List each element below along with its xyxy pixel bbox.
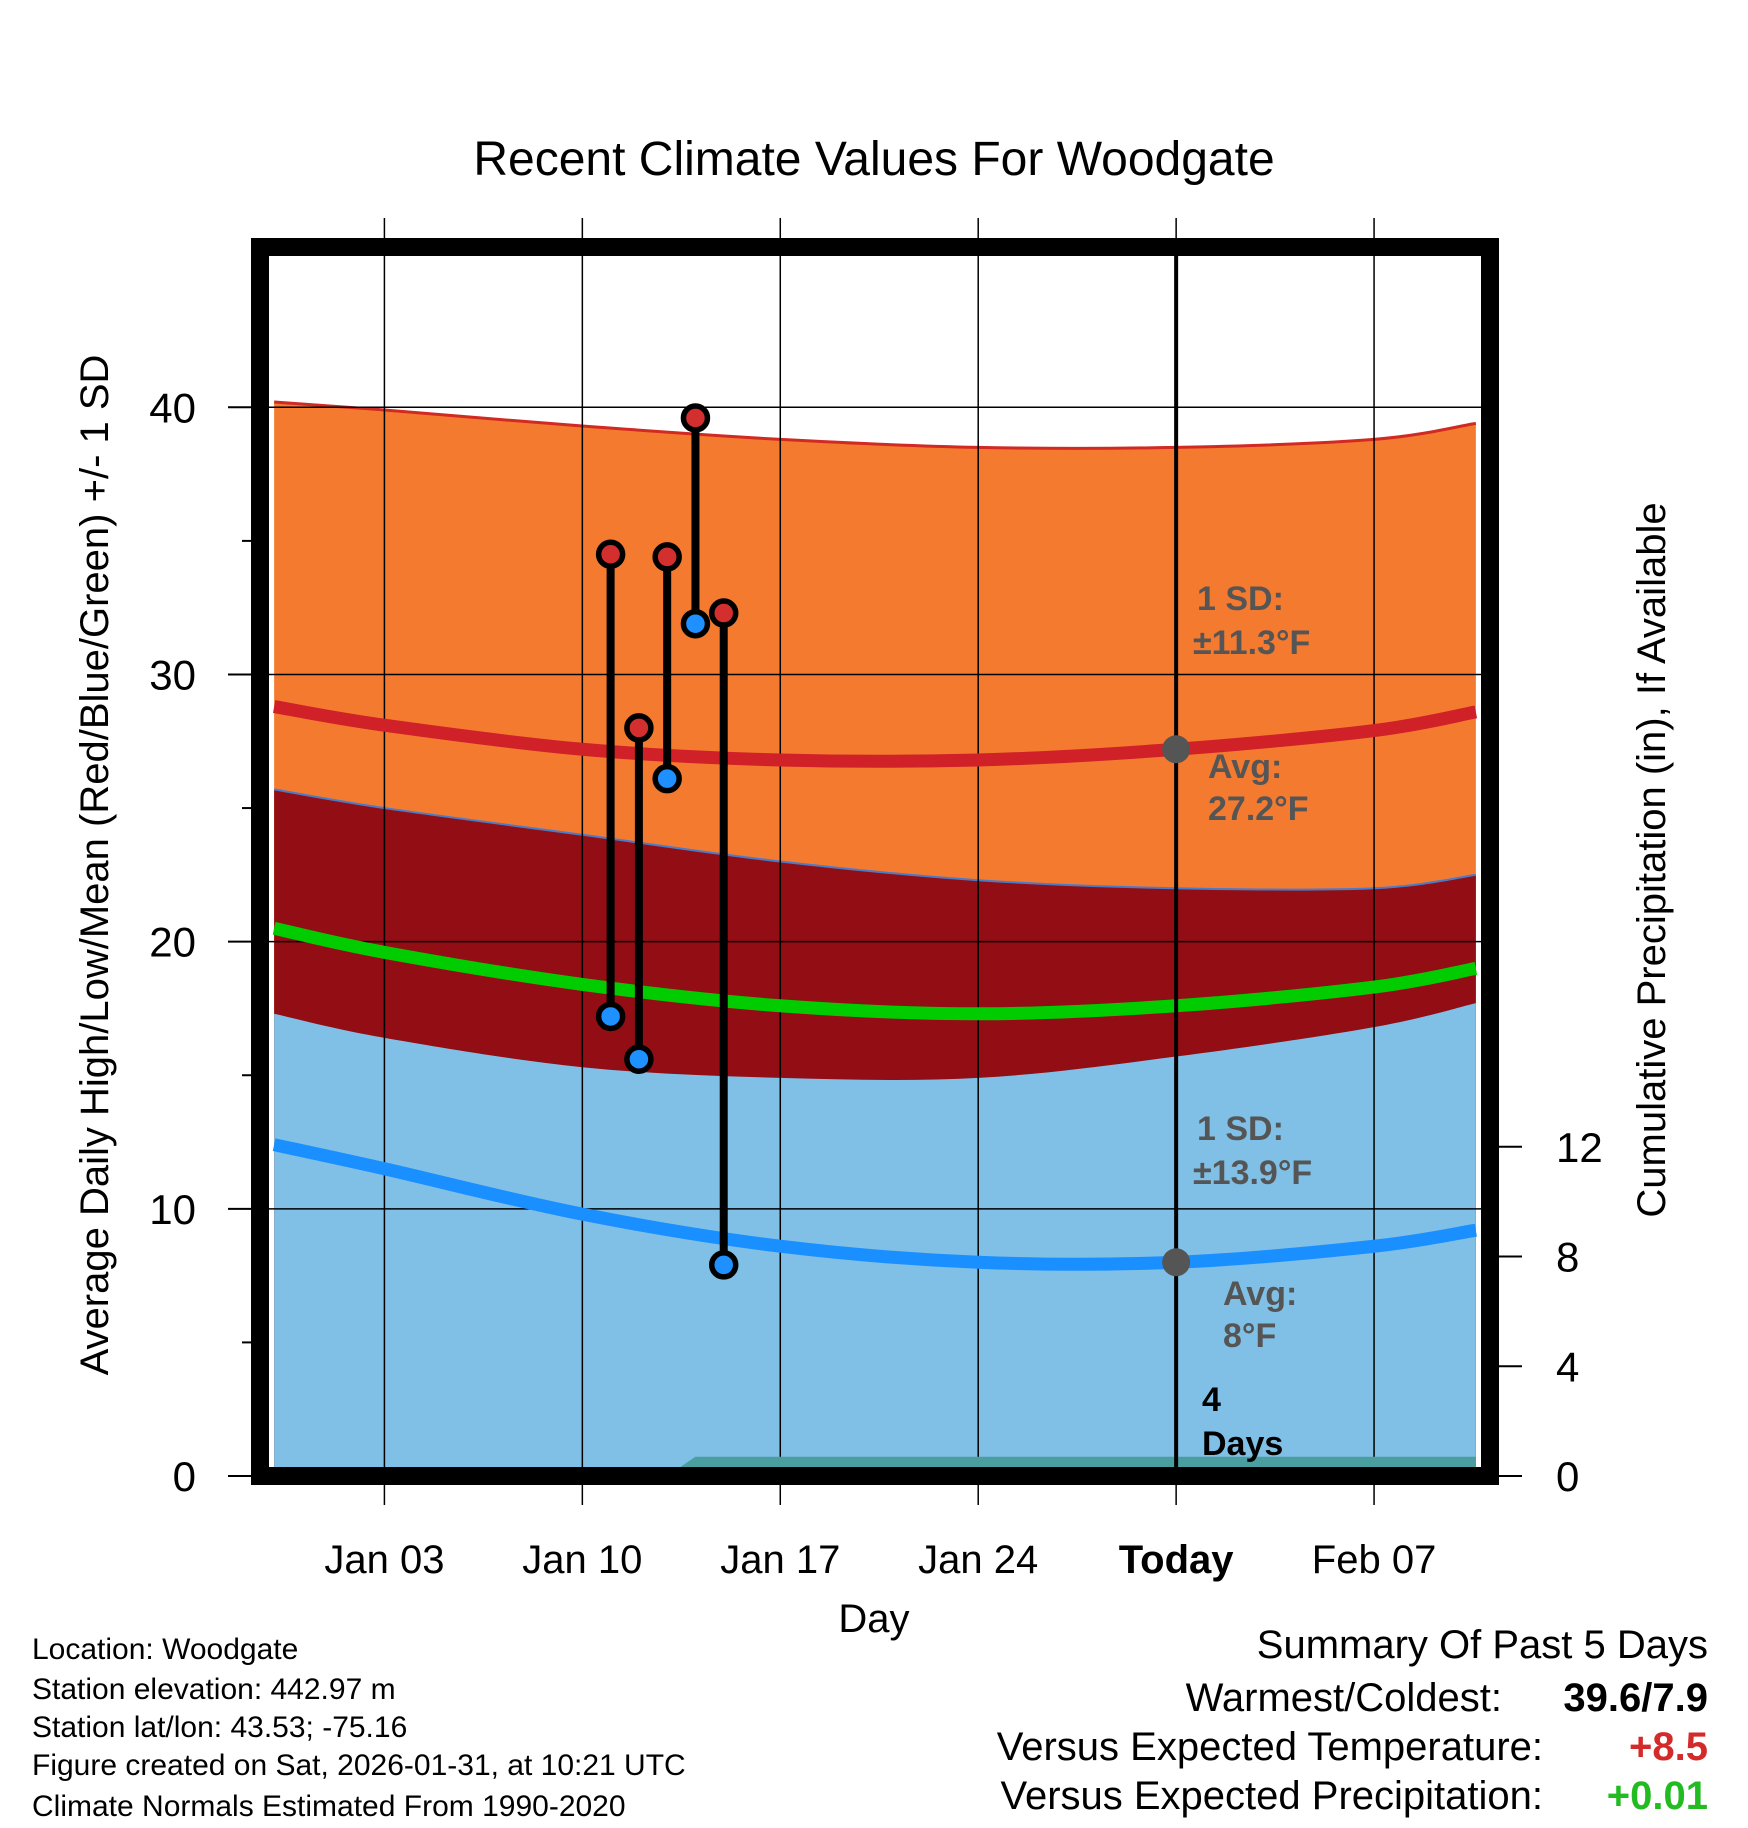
y-tick-label: 40 <box>149 384 196 431</box>
y2-tick-label: 8 <box>1556 1234 1579 1281</box>
high-sd-value: ±11.3°F <box>1193 624 1310 662</box>
y-tick-label: 0 <box>173 1453 196 1500</box>
observed-days <box>595 403 739 1280</box>
summary-warm-cold-label: Warmest/Coldest: <box>1185 1676 1502 1720</box>
observed-high-point <box>595 539 626 569</box>
x-axis-label: Day <box>838 1597 909 1641</box>
info-location: Location: Woodgate <box>32 1633 299 1666</box>
observed-high-point <box>708 598 739 628</box>
y-tick-label: 20 <box>149 919 196 966</box>
observed-low-point <box>708 1250 739 1280</box>
info-created: Figure created on Sat, 2026-01-31, at 10… <box>32 1749 686 1782</box>
high-sd-bottom-edge <box>273 788 1476 891</box>
x-tick-label: Jan 10 <box>522 1538 642 1582</box>
observed-high-point <box>652 542 682 572</box>
low-avg-value: 8°F <box>1223 1317 1276 1355</box>
y2-tick-label: 12 <box>1556 1124 1603 1171</box>
chart-title: Recent Climate Values For Woodgate <box>473 133 1274 186</box>
plot-frame <box>251 238 1499 1485</box>
info-latlon: Station lat/lon: 43.53; -75.16 <box>32 1711 408 1744</box>
sd-bands <box>273 400 1477 1476</box>
y2-axis-label: Cumulative Precipitation (in), If Availa… <box>1630 502 1674 1217</box>
summary-precip-label: Versus Expected Precipitation: <box>1000 1774 1543 1818</box>
x-tick-label: Today <box>1119 1538 1235 1582</box>
average-mean-line <box>272 921 1478 1021</box>
today-low-avg-dot <box>1162 1248 1191 1277</box>
x-tick-label: Jan 03 <box>324 1538 444 1582</box>
high-sd-top-edge <box>274 400 1477 450</box>
plot-border <box>251 238 1499 1485</box>
annotations: 1 SD: ±11.3°F Avg: 27.2°F 1 SD: ±13.9°F Avg: 8°… <box>1162 580 1312 1463</box>
low-avg-label: Avg: <box>1223 1275 1297 1313</box>
observed-low-point <box>624 1044 654 1074</box>
summary-temp-label: Versus Expected Temperature: <box>996 1725 1543 1769</box>
y-tick-label: 10 <box>149 1186 196 1233</box>
low-sd-value: ±13.9°F <box>1193 1154 1312 1192</box>
summary-warm-cold-value: 39.6/7.9 <box>1563 1676 1708 1720</box>
today-high-avg-dot <box>1162 735 1191 764</box>
y-tick-label: 30 <box>149 651 196 698</box>
summary-title: Summary Of Past 5 Days <box>1256 1623 1708 1667</box>
observed-low-point <box>680 608 711 639</box>
x-tick-label: Jan 17 <box>720 1538 840 1582</box>
high-avg-label: Avg: <box>1208 748 1282 786</box>
x-tick-label: Jan 24 <box>918 1538 1038 1582</box>
observed-high-point <box>624 713 654 743</box>
high-avg-value: 27.2°F <box>1208 790 1309 828</box>
axis-ticks: Jan 03 Jan 10 Jan 17 Jan 24 Today Feb 07 0 10 20… <box>149 384 1602 1582</box>
y2-tick-label: 0 <box>1556 1453 1579 1500</box>
days-count: 4 <box>1202 1381 1221 1419</box>
summary-temp-value: +8.5 <box>1629 1725 1708 1769</box>
average-low-line <box>272 1138 1477 1271</box>
low-sd-label: 1 SD: <box>1197 1110 1284 1148</box>
y2-tick-label: 4 <box>1556 1343 1579 1390</box>
x-tick-label: Feb 07 <box>1312 1538 1437 1582</box>
summary-precip-value: +0.01 <box>1606 1774 1708 1818</box>
observed-high-point <box>680 403 711 433</box>
info-elevation: Station elevation: 442.97 m <box>32 1673 396 1706</box>
y-axis-label: Average Daily High/Low/Mean (Red/Blue/Gr… <box>73 355 117 1376</box>
average-high-line <box>273 700 1478 768</box>
observed-low-point <box>652 763 682 794</box>
observed-low-point <box>595 1001 626 1032</box>
days-label: Days <box>1202 1425 1283 1463</box>
high-sd-label: 1 SD: <box>1197 580 1284 618</box>
info-normals: Climate Normals Estimated From 1990-2020 <box>32 1790 626 1823</box>
